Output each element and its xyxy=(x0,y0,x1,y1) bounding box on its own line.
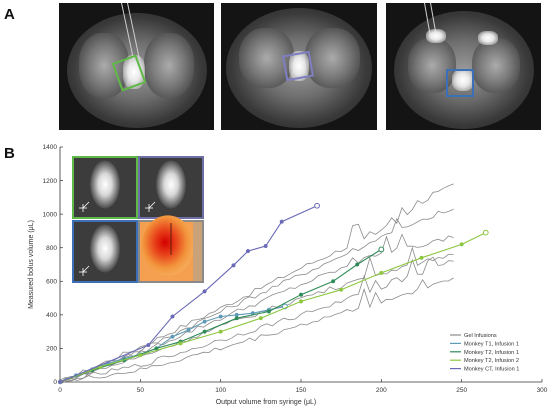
y-tick-label: 200 xyxy=(46,346,57,353)
series-point xyxy=(170,314,175,319)
series-point xyxy=(234,312,239,317)
series-point xyxy=(266,309,271,314)
legend-label: Monkey T1, Infusion 1 xyxy=(464,341,519,347)
series-point xyxy=(57,379,63,385)
series-point xyxy=(202,329,207,334)
series-point xyxy=(202,289,207,294)
legend-label: Monkey CT, Infusion 1 xyxy=(464,367,519,373)
y-tick-label: 0 xyxy=(53,379,57,386)
series-point xyxy=(339,287,344,292)
y-tick-label: 1400 xyxy=(43,144,58,151)
x-axis-label: Output volume from syringe (μL) xyxy=(216,399,317,406)
series-point xyxy=(298,299,304,304)
x-tick-label: 250 xyxy=(456,387,467,394)
inset-blob xyxy=(90,160,120,209)
x-tick-label: 300 xyxy=(537,387,548,394)
mri-monkey-t2 xyxy=(221,3,377,130)
y-tick-label: 800 xyxy=(46,245,57,252)
legend-label: Monkey T2, Infusion 2 xyxy=(464,358,519,364)
inset-arrow xyxy=(148,201,156,209)
series-point xyxy=(459,242,464,247)
gel-infusion-line xyxy=(59,256,454,382)
y-tick-label: 1200 xyxy=(43,178,58,185)
inset-images xyxy=(72,156,204,283)
series-point xyxy=(186,327,191,333)
mri-monkey-t1 xyxy=(59,3,214,130)
y-tick-label: 600 xyxy=(46,278,57,285)
gel-infusion-line xyxy=(59,277,454,385)
gel-infusion-line xyxy=(59,183,454,381)
series-point xyxy=(178,341,183,346)
legend-label: Monkey T2, Infusion 1 xyxy=(464,350,519,356)
legend-label: Gel Infusions xyxy=(464,333,497,339)
y-tick-label: 400 xyxy=(46,312,57,319)
axes-layer: 0 50 100 150 200 250 300 0 200 400 600 800 1000 1200 1… xyxy=(28,144,548,406)
series-point xyxy=(331,279,336,284)
series-point xyxy=(263,243,268,249)
series-point xyxy=(231,263,236,268)
series-point xyxy=(419,255,424,260)
series-point xyxy=(138,353,143,358)
heatmap-blob xyxy=(141,215,194,276)
series-point xyxy=(379,270,384,275)
series-point xyxy=(202,319,207,324)
x-tick-label: 0 xyxy=(58,387,62,394)
series-line xyxy=(59,232,487,383)
inset-blob xyxy=(156,160,186,209)
series-endpoint xyxy=(482,229,489,236)
series-point xyxy=(355,262,360,267)
panel-a-label: A xyxy=(4,6,15,23)
series-endpoint xyxy=(314,202,320,209)
gel-infusion-line xyxy=(59,233,454,384)
series-point xyxy=(245,249,251,254)
gel-infusion-line xyxy=(59,208,454,385)
series-point xyxy=(218,314,223,319)
series-point xyxy=(218,329,223,334)
mri-monkey-ct xyxy=(386,3,541,130)
monkey-series-lines xyxy=(57,202,489,385)
y-axis-label: Measured bolus volume (μL) xyxy=(28,220,35,309)
series-endpoint xyxy=(378,246,385,253)
series-point xyxy=(279,219,284,224)
panel-b-label: B xyxy=(4,145,15,162)
series-point xyxy=(234,316,239,321)
legend: Gel Infusions Monkey T1, Infusion 1 Monkey… xyxy=(450,333,519,373)
series-point xyxy=(258,316,263,321)
inset-blob xyxy=(90,224,120,273)
x-tick-label: 200 xyxy=(376,387,387,394)
inset-arrow xyxy=(82,265,90,273)
inset-arrow xyxy=(82,201,90,209)
series-point xyxy=(146,343,151,348)
x-tick-label: 100 xyxy=(215,387,226,394)
x-tick-label: 50 xyxy=(137,387,145,394)
heatmap-edge xyxy=(193,222,202,281)
mri-roi-blue xyxy=(446,69,474,97)
y-tick-label: 1000 xyxy=(43,211,58,218)
x-tick-label: 150 xyxy=(296,387,307,394)
series-point xyxy=(170,334,175,339)
series-point xyxy=(298,292,304,297)
